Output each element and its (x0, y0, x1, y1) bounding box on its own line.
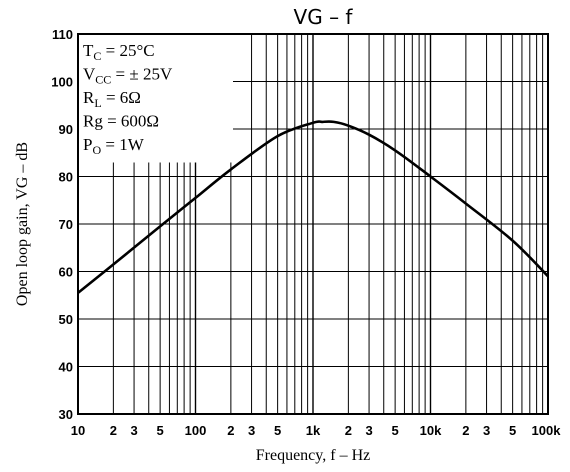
y-tick-label: 80 (59, 170, 73, 185)
x-tick-label: 3 (130, 423, 137, 438)
y-axis-label: Open loop gain, VG – dB (14, 142, 31, 306)
condition-line: Rg = 600Ω (83, 112, 159, 131)
condition-line: PO = 1W (83, 135, 145, 157)
conditions-background (79, 35, 233, 163)
x-tick-label: 2 (345, 423, 352, 438)
y-tick-label: 90 (59, 122, 73, 137)
series-layer (77, 120, 549, 294)
x-tick-label: 5 (392, 423, 399, 438)
y-tick-label: 50 (59, 312, 73, 327)
x-tick-label: 100k (532, 423, 562, 438)
y-tick-label: 40 (59, 360, 73, 375)
x-tick-label: 2 (110, 423, 117, 438)
condition-line: VCC = ± 25V (83, 65, 173, 87)
chart-title: VG – f (294, 5, 354, 29)
condition-line: TC = 25°C (83, 41, 155, 63)
y-tick-label: 110 (52, 27, 73, 42)
x-tick-label: 2 (227, 423, 234, 438)
x-axis-label: Frequency, f – Hz (256, 447, 370, 464)
x-tick-label: 10 (71, 423, 85, 438)
gain-curve (77, 120, 549, 294)
y-tick-labels: 30 40 50 60 70 80 90 100 110 (51, 27, 73, 422)
x-tick-label: 3 (483, 423, 490, 438)
condition-line: RL = 6Ω (83, 88, 141, 110)
y-tick-label: 60 (59, 265, 73, 280)
x-tick-labels: 10 2 3 5 100 2 3 5 1k 2 3 5 10k 2 3 5 100k (71, 423, 561, 438)
x-tick-label: 2 (462, 423, 469, 438)
y-tick-label: 100 (51, 75, 73, 90)
y-tick-label: 30 (59, 407, 73, 422)
x-tick-label: 100 (185, 423, 207, 438)
x-tick-label: 10k (420, 423, 442, 438)
x-tick-label: 5 (157, 423, 164, 438)
plot-frame (77, 33, 549, 415)
y-tick-label: 70 (59, 217, 73, 232)
x-tick-label: 5 (274, 423, 281, 438)
x-tick-label: 3 (248, 423, 255, 438)
x-tick-label: 3 (365, 423, 372, 438)
x-tick-label: 5 (509, 423, 516, 438)
x-tick-label: 1k (306, 423, 321, 438)
